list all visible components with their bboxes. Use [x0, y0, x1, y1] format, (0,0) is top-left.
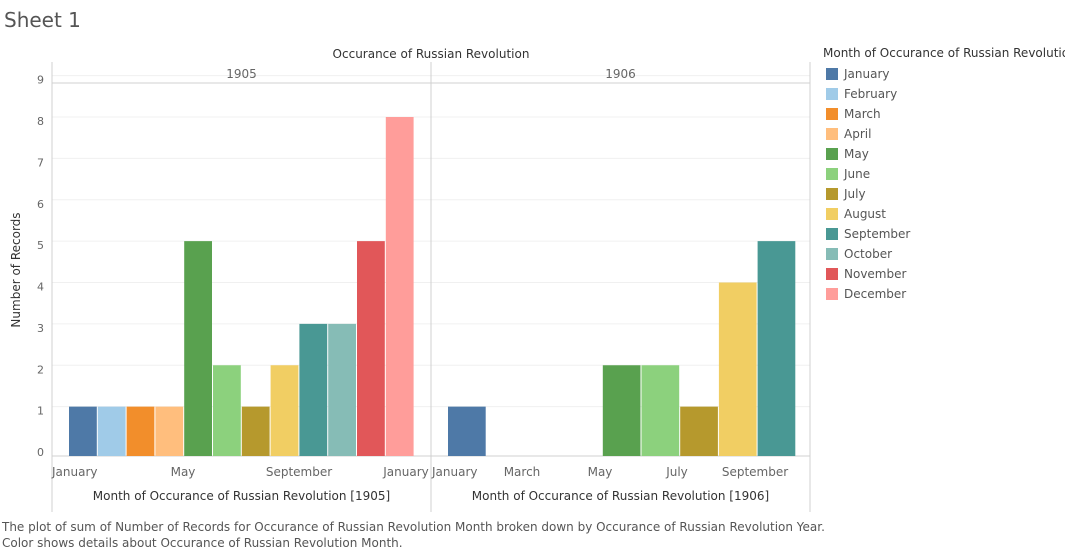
legend-swatch	[826, 128, 838, 140]
bar-1905-october[interactable]	[328, 323, 356, 456]
legend-label: January	[844, 67, 890, 81]
x-tick-label: March	[504, 465, 541, 479]
legend-item-june[interactable]: June	[823, 164, 1065, 184]
bar-1906-may[interactable]	[602, 365, 641, 456]
bar-1905-july[interactable]	[241, 406, 270, 456]
y-tick-label: 0	[37, 446, 44, 459]
x-axis-label: Month of Occurance of Russian Revolution…	[93, 489, 390, 503]
legend-swatch	[826, 168, 838, 180]
legend-label: March	[844, 107, 881, 121]
x-tick-label: May	[588, 465, 613, 479]
legend-label: August	[844, 207, 886, 221]
bar-1905-june[interactable]	[213, 365, 241, 456]
sheet-title: Sheet 1	[4, 8, 81, 32]
y-tick-label: 6	[37, 198, 44, 211]
legend-item-august[interactable]: August	[823, 204, 1065, 224]
x-tick-label: January	[431, 465, 478, 479]
legend-label: April	[844, 127, 872, 141]
bar-1905-february[interactable]	[97, 406, 126, 456]
bar-1906-january[interactable]	[448, 406, 486, 456]
legend-item-march[interactable]: March	[823, 104, 1065, 124]
bar-1905-august[interactable]	[270, 365, 299, 456]
bar-1905-march[interactable]	[126, 406, 155, 456]
chart-title: Occurance of Russian Revolution	[333, 47, 530, 61]
legend-item-december[interactable]: December	[823, 284, 1065, 304]
legend-swatch	[826, 148, 838, 160]
bar-1906-september[interactable]	[757, 241, 796, 456]
x-tick-label: January	[382, 465, 429, 479]
legend-swatch	[826, 228, 838, 240]
x-tick-label: May	[171, 465, 196, 479]
legend-swatch	[826, 188, 838, 200]
bar-1905-december[interactable]	[385, 117, 414, 456]
legend-item-july[interactable]: July	[823, 184, 1065, 204]
legend-label: June	[844, 167, 871, 181]
bar-1906-august[interactable]	[718, 282, 757, 457]
bar-1905-november[interactable]	[357, 241, 385, 456]
bar-chart: Occurance of Russian Revolution Number of…	[9, 47, 811, 512]
bar-1906-july[interactable]	[680, 406, 718, 456]
legend-swatch	[826, 108, 838, 120]
legend-swatch	[826, 88, 838, 100]
legend-item-january[interactable]: January	[823, 64, 1065, 84]
legend-swatch	[826, 68, 838, 80]
legend-label: October	[844, 247, 893, 261]
legend-item-february[interactable]: February	[823, 84, 1065, 104]
y-axis-label: Number of Records	[9, 212, 23, 327]
legend-label: May	[844, 147, 869, 161]
x-axis-label: Month of Occurance of Russian Revolution…	[472, 489, 769, 503]
bar-1905-january[interactable]	[69, 406, 97, 456]
legend-title: Month of Occurance of Russian Revolution	[823, 46, 1065, 60]
x-tick-label: January	[51, 465, 98, 479]
y-tick-label: 9	[37, 74, 44, 87]
y-tick-label: 8	[37, 115, 44, 128]
y-tick-label: 4	[37, 281, 44, 294]
bar-1905-april[interactable]	[155, 406, 184, 456]
legend-item-november[interactable]: November	[823, 264, 1065, 284]
legend-item-september[interactable]: September	[823, 224, 1065, 244]
legend-item-may[interactable]: May	[823, 144, 1065, 164]
legend-label: December	[844, 287, 907, 301]
bar-1906-june[interactable]	[641, 365, 680, 456]
y-tick-label: 1	[37, 405, 44, 418]
legend-label: September	[844, 227, 911, 241]
bar-1905-september[interactable]	[299, 323, 328, 456]
legend-swatch	[826, 208, 838, 220]
x-tick-label: September	[266, 465, 332, 479]
y-tick-label: 3	[37, 322, 44, 335]
panel-header-1905: 1905	[226, 67, 257, 81]
legend-label: July	[844, 187, 866, 201]
y-tick-label: 2	[37, 363, 44, 376]
legend-label: November	[844, 267, 907, 281]
x-tick-label: September	[722, 465, 788, 479]
legend-swatch	[826, 248, 838, 260]
panel-header-1906: 1906	[605, 67, 636, 81]
chart-caption: The plot of sum of Number of Records for…	[2, 520, 825, 550]
y-tick-label: 5	[37, 239, 44, 252]
legend: Month of Occurance of Russian Revolution…	[823, 46, 1065, 304]
y-tick-label: 7	[37, 156, 44, 169]
legend-item-october[interactable]: October	[823, 244, 1065, 264]
legend-label: February	[844, 87, 898, 101]
bar-1905-may[interactable]	[184, 241, 212, 456]
x-tick-label: July	[665, 465, 688, 479]
legend-swatch	[826, 268, 838, 280]
legend-swatch	[826, 288, 838, 300]
legend-item-april[interactable]: April	[823, 124, 1065, 144]
